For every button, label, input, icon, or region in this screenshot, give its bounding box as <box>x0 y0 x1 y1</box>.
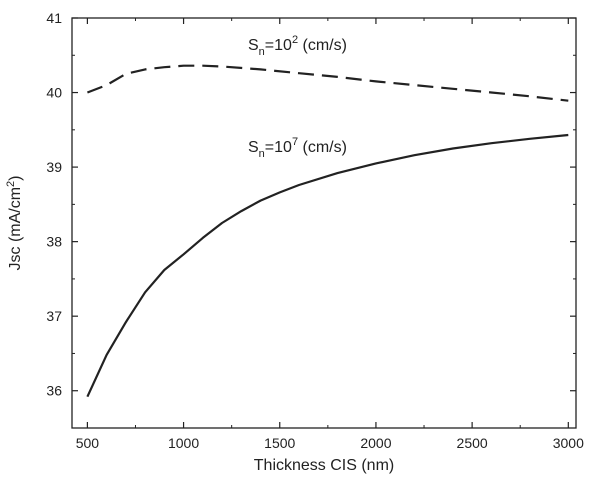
y-tick-label: 40 <box>46 85 62 101</box>
x-tick-label: 1000 <box>168 435 199 451</box>
series-annotation-sn-10-7: Sn=107 (cm/s) <box>248 136 347 160</box>
y-tick-label: 41 <box>46 10 62 26</box>
series-line-sn-10-2 <box>87 64 569 102</box>
plot-frame <box>71 17 577 429</box>
series-annotation-sn-10-2: Sn=102 (cm/s) <box>248 34 347 58</box>
series-line-sn-10-7 <box>86 133 569 398</box>
y-tick-label: 36 <box>46 383 62 399</box>
x-tick-label: 1500 <box>264 435 295 451</box>
x-tick-label: 2000 <box>360 435 391 451</box>
y-tick-label: 37 <box>46 308 62 324</box>
y-tick-label: 38 <box>46 234 62 250</box>
y-tick-label: 39 <box>46 159 62 175</box>
x-tick-label: 3000 <box>553 435 584 451</box>
x-axis-title: Thickness CIS (nm) <box>254 457 394 474</box>
x-tick-label: 500 <box>76 435 100 451</box>
y-axis-title: Jsc (mA/cm2) <box>5 176 24 271</box>
x-tick-label: 2500 <box>457 435 488 451</box>
